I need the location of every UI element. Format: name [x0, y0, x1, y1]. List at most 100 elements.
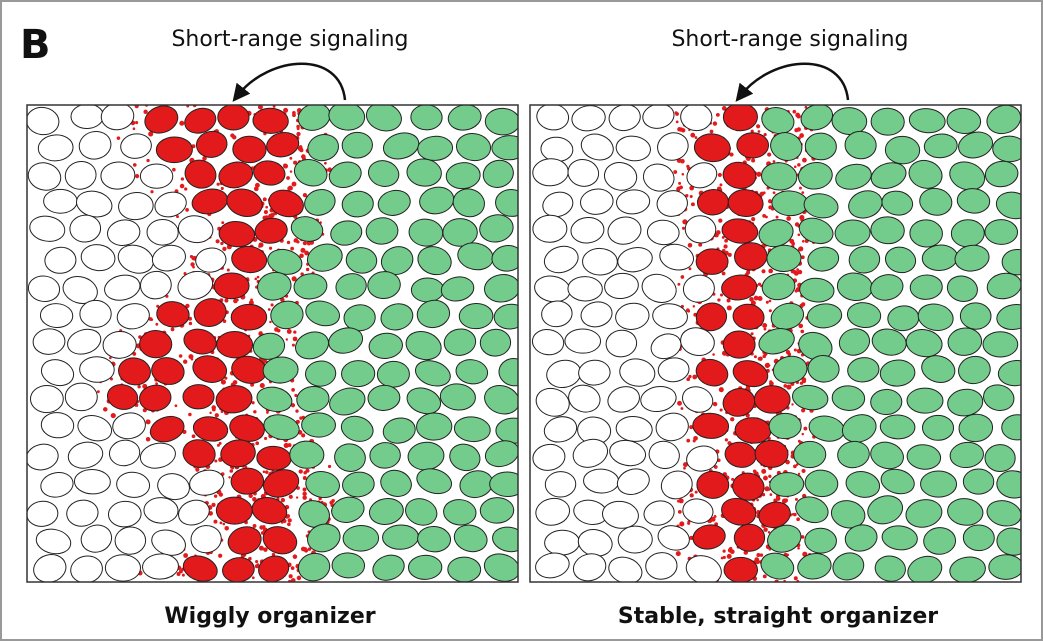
signal-dot: [250, 298, 253, 301]
signal-dot: [266, 411, 269, 414]
signal-dot: [292, 344, 295, 347]
signal-dot: [686, 377, 690, 381]
cell: [582, 248, 617, 275]
signal-dot: [792, 513, 795, 516]
signal-dot: [302, 492, 306, 496]
signal-dot: [253, 410, 256, 413]
cell: [532, 215, 567, 243]
signal-dot: [146, 419, 151, 424]
signal-dot: [291, 388, 295, 392]
signal-dot: [728, 253, 732, 257]
signal-dot: [146, 437, 150, 441]
signal-dot: [673, 170, 677, 174]
signal-dot: [286, 338, 288, 340]
signal-dot: [289, 574, 293, 578]
cell: [568, 276, 603, 301]
cell: [724, 557, 758, 582]
signal-dot: [230, 133, 234, 137]
cell: [565, 329, 601, 354]
signal-dot: [695, 491, 698, 494]
signal-dot: [723, 556, 726, 559]
signal-dot: [683, 467, 686, 470]
signal-dot: [791, 242, 795, 246]
signal-dot: [290, 247, 294, 251]
signal-dot: [286, 176, 290, 180]
signal-dot: [802, 240, 805, 243]
signal-dot: [306, 268, 309, 271]
signal-dot: [209, 412, 211, 414]
signal-dot: [801, 191, 804, 194]
signal-dot: [718, 219, 722, 223]
signal-dot: [268, 308, 271, 311]
signal-dot: [264, 437, 267, 440]
signal-dot: [794, 165, 797, 168]
signal-dot: [794, 349, 797, 352]
signal-dot: [183, 360, 187, 364]
signal-dot: [756, 499, 759, 502]
signal-dot: [222, 523, 225, 526]
signal-dot: [189, 322, 192, 325]
signal-dot: [293, 554, 298, 559]
signal-dot: [791, 403, 793, 405]
signal-dot: [291, 566, 295, 570]
signal-dot: [765, 486, 770, 491]
signal-dot: [227, 268, 230, 271]
signal-dot: [184, 187, 187, 190]
signal-dot: [717, 298, 720, 301]
signal-dot: [795, 289, 798, 292]
signal-dot: [188, 413, 191, 416]
signal-dot: [183, 553, 188, 558]
signal-dot: [303, 241, 307, 245]
signal-dot: [719, 387, 724, 392]
signal-dot: [727, 305, 732, 310]
signal-dot: [229, 469, 233, 473]
signal-dot: [211, 405, 216, 410]
signal-dot: [792, 110, 796, 114]
signal-dot: [691, 202, 695, 206]
signal-dot: [677, 401, 682, 406]
signal-dot: [758, 357, 761, 360]
signal-dot: [260, 383, 265, 388]
cell: [989, 555, 1024, 580]
signal-dot: [324, 162, 327, 165]
signal-dot: [773, 191, 776, 194]
signal-dot: [172, 168, 176, 172]
cell: [44, 189, 78, 213]
signal-dot: [769, 309, 772, 312]
cell: [217, 331, 253, 357]
cell: [754, 386, 790, 414]
signal-dot: [180, 184, 185, 189]
signal-dot: [150, 190, 153, 193]
cell: [214, 273, 249, 299]
signal-dot: [254, 187, 259, 192]
cell: [960, 302, 992, 330]
cell: [723, 330, 756, 358]
signal-dot: [269, 247, 272, 250]
signal-dot: [767, 153, 771, 157]
caption: Stable, straight organizer: [618, 604, 938, 629]
cell: [80, 300, 111, 327]
signal-dot: [292, 182, 297, 187]
signal-dot: [258, 242, 263, 247]
signal-dot: [751, 159, 755, 163]
signal-dot: [716, 113, 720, 117]
signal-dot: [690, 133, 695, 138]
signal-dot: [219, 521, 222, 524]
signal-dot: [676, 551, 681, 556]
signal-dot: [293, 330, 296, 333]
signal-dot: [135, 174, 139, 178]
cell: [218, 104, 250, 130]
cell: [332, 552, 365, 578]
signal-dot: [287, 329, 292, 334]
signal-dot: [303, 488, 307, 492]
signal-dot: [727, 299, 731, 303]
signal-dot: [328, 465, 331, 468]
signal-dot: [253, 524, 257, 528]
signal-dot: [764, 328, 767, 331]
signal-dot: [769, 493, 772, 496]
signal-dot: [192, 434, 196, 438]
signal-dot: [690, 493, 694, 497]
signal-label: Short-range signaling: [171, 27, 408, 52]
signal-dot: [797, 163, 800, 166]
signal-dot: [776, 216, 779, 219]
